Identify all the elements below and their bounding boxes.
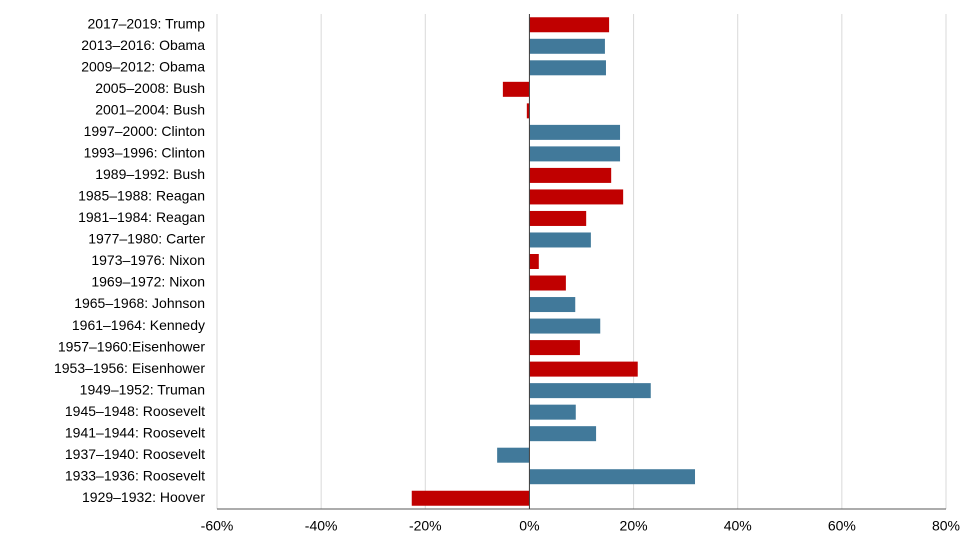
- bar: [529, 189, 624, 205]
- x-tick-label: -20%: [409, 518, 442, 534]
- bar: [529, 146, 621, 162]
- bar: [529, 361, 638, 377]
- bar: [529, 340, 580, 356]
- bar: [411, 490, 530, 506]
- bar: [529, 383, 651, 399]
- y-tick-label: 2001–2004: Bush: [95, 102, 205, 118]
- bar: [529, 124, 621, 140]
- bar: [529, 38, 605, 54]
- y-tick-label: 1961–1964: Kennedy: [72, 317, 205, 333]
- y-tick-label: 1949–1952: Truman: [80, 381, 205, 397]
- y-tick-label: 1953–1956: Eisenhower: [54, 360, 205, 376]
- y-tick-label: 1981–1984: Reagan: [78, 209, 205, 225]
- y-tick-label: 1997–2000: Clinton: [84, 123, 205, 139]
- x-tick-label: -60%: [201, 518, 234, 534]
- y-tick-label: 1973–1976: Nixon: [91, 252, 205, 268]
- y-tick-label: 1929–1932: Hoover: [82, 489, 205, 505]
- bar: [529, 469, 696, 485]
- bar: [526, 103, 530, 119]
- bar: [529, 210, 587, 226]
- bar: [502, 81, 530, 97]
- y-tick-label: 1965–1968: Johnson: [74, 295, 205, 311]
- bar: [529, 167, 612, 183]
- x-tick-label: -40%: [305, 518, 338, 534]
- x-tick-label: 60%: [828, 518, 856, 534]
- bar: [529, 254, 539, 269]
- bar: [529, 297, 576, 313]
- y-tick-label: 1989–1992: Bush: [95, 166, 205, 182]
- bar: [529, 318, 601, 334]
- y-tick-label: 1945–1948: Roosevelt: [65, 403, 205, 419]
- y-tick-label: 1937–1940: Roosevelt: [65, 446, 205, 462]
- bar: [529, 17, 610, 33]
- bar: [529, 275, 566, 291]
- y-tick-label: 1957–1960:Eisenhower: [58, 338, 205, 354]
- bar: [529, 232, 591, 248]
- y-tick-label: 2013–2016: Obama: [81, 37, 205, 53]
- x-tick-label: 80%: [932, 518, 960, 534]
- y-tick-label: 1969–1972: Nixon: [91, 274, 205, 290]
- y-tick-label: 2005–2008: Bush: [95, 80, 205, 96]
- y-tick-label: 1933–1936: Roosevelt: [65, 467, 205, 483]
- y-tick-label: 2017–2019: Trump: [87, 15, 205, 31]
- bar: [497, 447, 530, 463]
- bar: [529, 60, 606, 76]
- x-tick-label: 20%: [620, 518, 648, 534]
- y-tick-label: 1977–1980: Carter: [88, 231, 205, 247]
- bar: [529, 404, 576, 420]
- y-tick-label: 1993–1996: Clinton: [84, 145, 205, 161]
- x-tick-label: 0%: [519, 518, 539, 534]
- y-tick-label: 2009–2012: Obama: [81, 59, 205, 75]
- y-tick-label: 1985–1988: Reagan: [78, 188, 205, 204]
- x-tick-label: 40%: [724, 518, 752, 534]
- y-tick-label: 1941–1944: Roosevelt: [65, 424, 205, 440]
- bar: [529, 426, 597, 442]
